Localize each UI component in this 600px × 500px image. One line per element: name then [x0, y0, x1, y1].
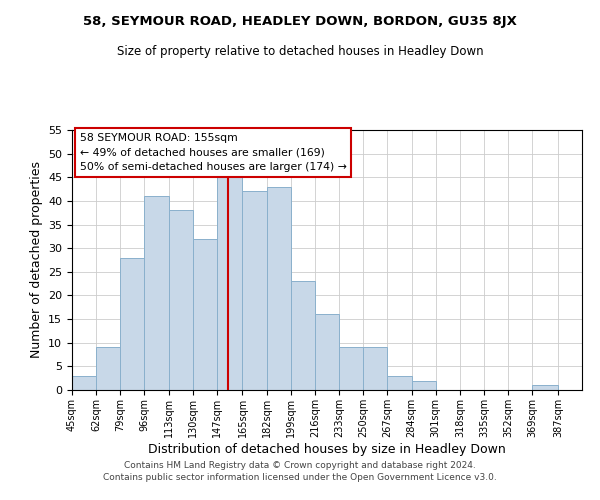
Bar	[412, 380, 436, 390]
Bar	[339, 348, 363, 390]
Text: 58 SEYMOUR ROAD: 155sqm
← 49% of detached houses are smaller (169)
50% of semi-d: 58 SEYMOUR ROAD: 155sqm ← 49% of detache…	[80, 132, 347, 172]
Bar	[291, 282, 315, 390]
Bar	[532, 386, 558, 390]
X-axis label: Distribution of detached houses by size in Headley Down: Distribution of detached houses by size …	[148, 442, 506, 456]
Bar	[266, 186, 291, 390]
Bar	[363, 348, 388, 390]
Y-axis label: Number of detached properties: Number of detached properties	[29, 162, 43, 358]
Text: Contains HM Land Registry data © Crown copyright and database right 2024.
Contai: Contains HM Land Registry data © Crown c…	[103, 461, 497, 482]
Bar	[315, 314, 339, 390]
Text: Size of property relative to detached houses in Headley Down: Size of property relative to detached ho…	[116, 45, 484, 58]
Bar	[193, 238, 217, 390]
Bar	[96, 348, 121, 390]
Bar	[217, 172, 242, 390]
Bar	[121, 258, 145, 390]
Text: 58, SEYMOUR ROAD, HEADLEY DOWN, BORDON, GU35 8JX: 58, SEYMOUR ROAD, HEADLEY DOWN, BORDON, …	[83, 15, 517, 28]
Bar	[242, 192, 266, 390]
Bar	[72, 376, 96, 390]
Bar	[388, 376, 412, 390]
Bar	[145, 196, 169, 390]
Bar	[169, 210, 193, 390]
